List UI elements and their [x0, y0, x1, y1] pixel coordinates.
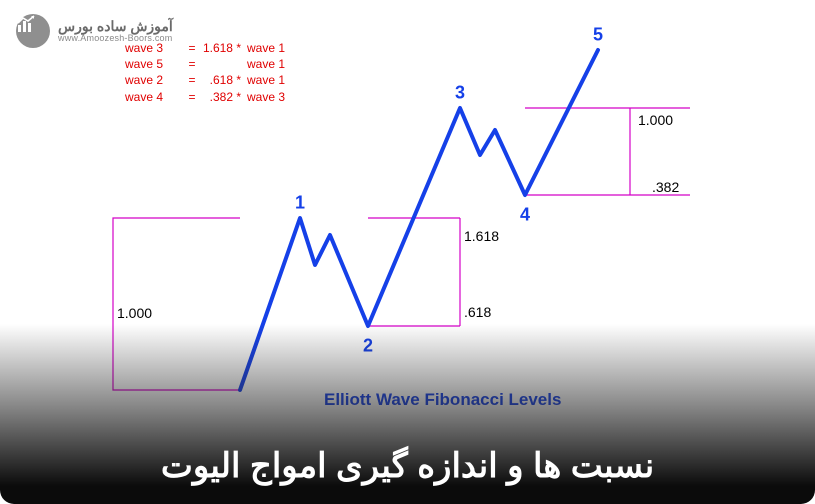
wave-point-label: 5 [593, 25, 603, 46]
wave-point-label: 4 [520, 205, 530, 226]
fib-ratio-label: .382 [652, 179, 679, 195]
footer-title: نسبت ها و اندازه گیری امواج الیوت [0, 446, 815, 486]
fib-ratio-label: .618 [464, 304, 491, 320]
card-root: آموزش ساده بورس www.Amoozesh-Boors.com w… [0, 0, 815, 504]
wave-point-label: 1 [295, 193, 305, 214]
fib-ratio-label: 1.000 [638, 112, 673, 128]
wave-point-label: 3 [455, 83, 465, 104]
fib-ratio-label: 1.000 [117, 305, 152, 321]
fib-ratio-label: 1.618 [464, 228, 499, 244]
